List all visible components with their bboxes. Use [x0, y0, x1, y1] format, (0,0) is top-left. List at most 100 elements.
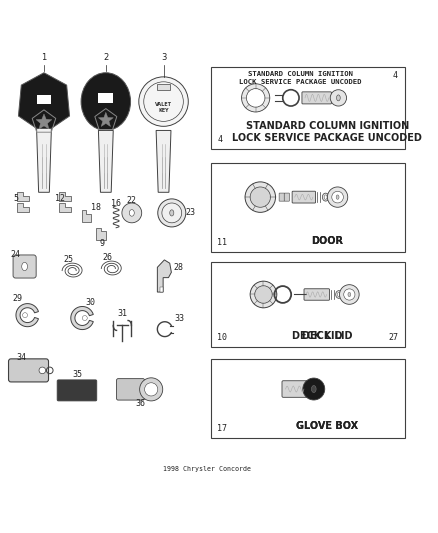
Text: 4: 4: [392, 71, 397, 79]
Text: 18: 18: [91, 203, 100, 212]
Circle shape: [250, 281, 277, 308]
Ellipse shape: [322, 193, 329, 201]
Polygon shape: [16, 304, 39, 327]
Circle shape: [328, 187, 348, 207]
Text: 27: 27: [389, 333, 399, 342]
FancyBboxPatch shape: [36, 94, 51, 104]
Ellipse shape: [348, 293, 351, 296]
Text: 5: 5: [14, 193, 19, 203]
Circle shape: [39, 367, 46, 374]
FancyBboxPatch shape: [302, 92, 332, 104]
Circle shape: [246, 88, 265, 107]
Text: 17: 17: [217, 424, 227, 433]
Text: 25: 25: [64, 255, 74, 264]
Ellipse shape: [129, 209, 134, 216]
Circle shape: [140, 378, 163, 401]
Circle shape: [122, 203, 142, 223]
Polygon shape: [156, 131, 171, 192]
FancyBboxPatch shape: [8, 359, 49, 382]
FancyBboxPatch shape: [292, 191, 315, 203]
Circle shape: [344, 289, 355, 300]
Polygon shape: [59, 192, 71, 200]
Polygon shape: [99, 112, 113, 126]
Ellipse shape: [324, 195, 327, 199]
Text: 11: 11: [217, 238, 227, 247]
Circle shape: [241, 84, 270, 112]
Ellipse shape: [336, 290, 342, 298]
Text: LOCK SERVICE PACKAGE UNCODED: LOCK SERVICE PACKAGE UNCODED: [239, 79, 361, 85]
FancyBboxPatch shape: [13, 255, 36, 278]
Circle shape: [145, 383, 158, 396]
Text: 24: 24: [11, 249, 21, 259]
Text: 31: 31: [117, 309, 127, 318]
Text: 26: 26: [103, 253, 113, 262]
Circle shape: [332, 191, 343, 203]
Text: 36: 36: [136, 399, 146, 408]
Ellipse shape: [170, 210, 174, 216]
Text: GLOVE BOX: GLOVE BOX: [296, 422, 358, 431]
FancyBboxPatch shape: [211, 359, 405, 438]
FancyBboxPatch shape: [304, 289, 329, 300]
Circle shape: [255, 286, 272, 303]
Polygon shape: [160, 287, 163, 292]
Text: STANDARD COLUMN IGNITION
LOCK SERVICE PACKAGE UNCODED: STANDARD COLUMN IGNITION LOCK SERVICE PA…: [232, 121, 422, 143]
Text: 1998 Chrysler Concorde: 1998 Chrysler Concorde: [163, 465, 251, 472]
Circle shape: [303, 378, 325, 400]
Circle shape: [22, 313, 28, 318]
Polygon shape: [36, 114, 52, 129]
Text: 16: 16: [111, 199, 121, 208]
Text: 35: 35: [72, 370, 82, 379]
Text: GLOVE BOX: GLOVE BOX: [296, 422, 358, 431]
Circle shape: [250, 187, 271, 207]
Circle shape: [330, 90, 346, 106]
FancyBboxPatch shape: [282, 381, 307, 397]
Circle shape: [162, 203, 182, 223]
Ellipse shape: [22, 262, 28, 271]
Circle shape: [245, 182, 276, 212]
Polygon shape: [17, 192, 29, 200]
Text: 12: 12: [56, 193, 65, 203]
Text: DOOR: DOOR: [311, 236, 343, 246]
Text: 4: 4: [217, 135, 222, 144]
Text: 34: 34: [16, 353, 26, 362]
Text: 9: 9: [99, 239, 104, 248]
Circle shape: [339, 285, 359, 304]
Polygon shape: [81, 211, 92, 222]
Polygon shape: [18, 72, 70, 128]
FancyBboxPatch shape: [284, 193, 290, 201]
Ellipse shape: [336, 195, 339, 199]
Ellipse shape: [337, 293, 340, 296]
FancyBboxPatch shape: [117, 378, 145, 400]
Text: 2: 2: [103, 53, 109, 62]
Text: 3: 3: [161, 53, 166, 62]
FancyBboxPatch shape: [211, 164, 405, 252]
Text: DECK LID: DECK LID: [302, 330, 353, 341]
FancyBboxPatch shape: [211, 67, 405, 149]
Polygon shape: [71, 306, 93, 329]
Polygon shape: [99, 131, 113, 192]
Circle shape: [144, 82, 184, 122]
Circle shape: [158, 199, 186, 227]
Text: 22: 22: [127, 196, 137, 205]
Polygon shape: [96, 228, 106, 240]
Text: DECK LID: DECK LID: [292, 330, 343, 341]
Text: 23: 23: [185, 208, 195, 217]
Text: 33: 33: [174, 314, 184, 324]
Text: 30: 30: [85, 298, 95, 307]
Text: VALET
KEY: VALET KEY: [155, 102, 172, 113]
Circle shape: [82, 316, 87, 320]
Ellipse shape: [81, 72, 131, 131]
Text: 29: 29: [12, 294, 22, 303]
Polygon shape: [59, 204, 71, 212]
Polygon shape: [157, 260, 171, 292]
Text: DOOR: DOOR: [311, 236, 343, 246]
Circle shape: [139, 77, 188, 126]
FancyBboxPatch shape: [211, 262, 405, 347]
Polygon shape: [17, 204, 29, 212]
Text: 10: 10: [217, 333, 227, 342]
Text: 28: 28: [173, 263, 183, 272]
FancyBboxPatch shape: [99, 93, 113, 103]
FancyBboxPatch shape: [157, 84, 170, 91]
Ellipse shape: [336, 95, 340, 101]
Polygon shape: [36, 128, 51, 192]
